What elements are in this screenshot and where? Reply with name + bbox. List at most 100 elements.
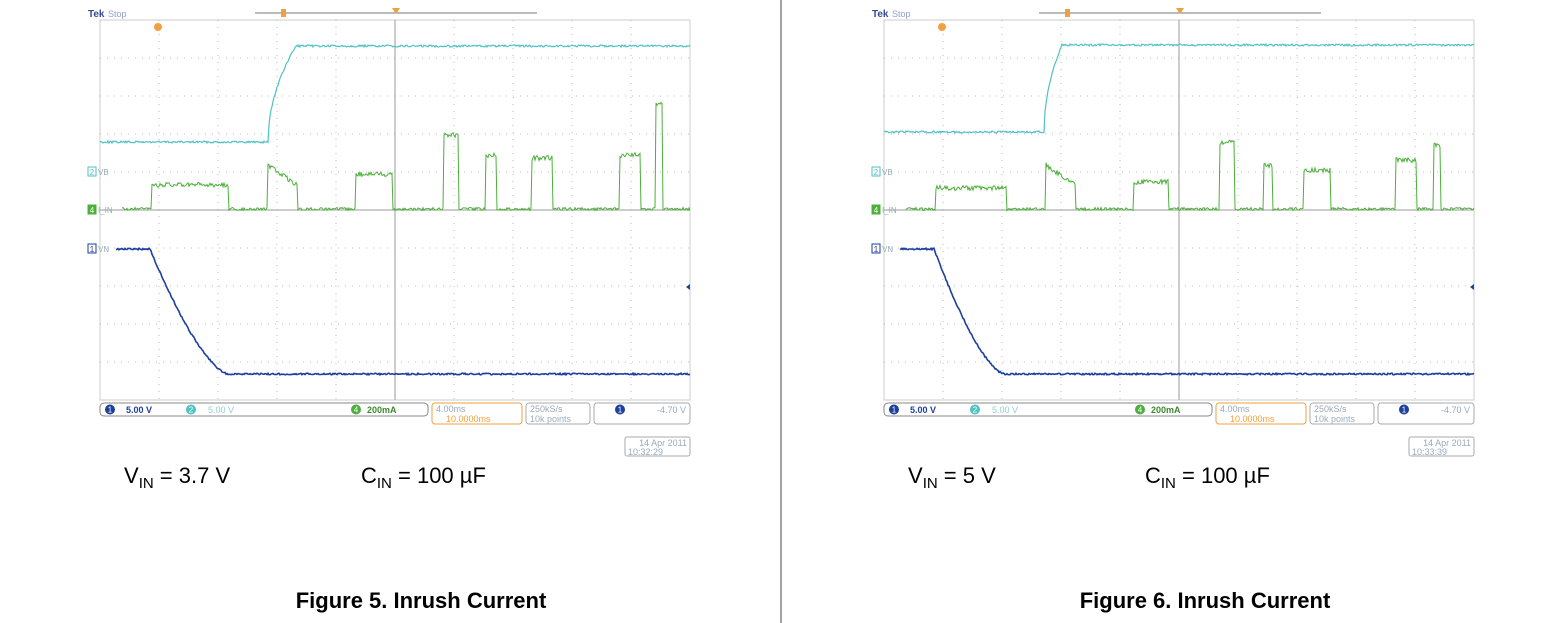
- symbol: V: [908, 463, 923, 488]
- trigger-icon: [938, 23, 946, 31]
- figure-title: Figure 5. Inrush Current: [296, 588, 547, 613]
- acq-box: [525, 402, 591, 425]
- channel-number: 4: [90, 206, 95, 215]
- rest: = 100 µF: [1176, 463, 1270, 488]
- time: 10:32:29: [628, 447, 663, 457]
- date-box: [624, 436, 691, 457]
- ch4-scale: 200mA: [367, 405, 397, 415]
- ref-marker: [686, 284, 690, 290]
- figure-title: Figure 6. Inrush Current: [1080, 588, 1331, 613]
- rest: = 3.7 V: [154, 463, 231, 488]
- ch-num: 4: [1138, 406, 1143, 415]
- trace-vb: [99, 43, 691, 145]
- ch4-dot: [351, 404, 361, 415]
- date-box: [1408, 436, 1475, 457]
- trace-vb: [883, 42, 1475, 134]
- ch4-dot: [1135, 404, 1145, 415]
- subscript: IN: [1161, 475, 1176, 492]
- ch2-scale: 5.00 V: [992, 405, 1018, 415]
- channel-number: 2: [874, 168, 879, 177]
- ch2-dot: [186, 404, 196, 415]
- channel-tag: [871, 243, 881, 254]
- rest: = 5 V: [938, 463, 996, 488]
- subscript: IN: [377, 475, 392, 492]
- ch-num: 1: [618, 406, 623, 415]
- ch2-scale: 5.00 V: [208, 405, 234, 415]
- trigger-pos: [281, 9, 286, 17]
- trigger-icon: [154, 23, 162, 31]
- channel-label: I_IN: [98, 206, 113, 215]
- timebase: 4.00ms: [1220, 404, 1250, 414]
- channel-label: VB: [98, 168, 109, 177]
- trace-vn: [899, 246, 1475, 377]
- symbol: C: [361, 463, 377, 488]
- trace-iin: [905, 139, 1475, 212]
- ch-num: 1: [108, 406, 113, 415]
- ref-marker: [1470, 284, 1474, 290]
- channel-number: 4: [874, 206, 879, 215]
- subscript: IN: [923, 475, 938, 492]
- brand: Tek: [872, 9, 889, 20]
- trigger-level: -4.70 V: [657, 405, 686, 415]
- caption: CIN = 100 µF: [1145, 463, 1270, 492]
- status: Stop: [108, 9, 127, 19]
- ch-num: 1: [1402, 406, 1407, 415]
- rate: 250kS/s: [530, 404, 563, 414]
- trig-dot: [1399, 404, 1409, 415]
- trig-dot: [615, 404, 625, 415]
- date: 14 Apr 2011: [639, 438, 687, 448]
- channel-label: VB: [882, 168, 893, 177]
- time: 10:33:39: [1412, 447, 1447, 457]
- trace-iin: [121, 101, 691, 212]
- channel-number: 2: [90, 168, 95, 177]
- ch2-dot: [970, 404, 980, 415]
- readout-box: [99, 402, 429, 417]
- ch1-scale: 5.00 V: [910, 405, 936, 415]
- ch-num: 2: [973, 406, 978, 415]
- subscript: IN: [139, 475, 154, 492]
- trigger-level: -4.70 V: [1441, 405, 1470, 415]
- channel-number: 1: [90, 245, 95, 254]
- channel-label: VN: [882, 245, 893, 254]
- rest: = 100 µF: [392, 463, 486, 488]
- symbol: C: [1145, 463, 1161, 488]
- time-box: [1215, 402, 1307, 425]
- channel-tag: [87, 204, 97, 215]
- channel-number: 1: [874, 245, 879, 254]
- ch4-scale: 200mA: [1151, 405, 1181, 415]
- rate: 250kS/s: [1314, 404, 1347, 414]
- channel-tag: [871, 204, 881, 215]
- brand: Tek: [88, 9, 105, 20]
- ch-num: 4: [354, 406, 359, 415]
- trigger-pos: [1065, 9, 1070, 17]
- trigger-marker: [1176, 8, 1184, 14]
- ch1-dot: [105, 404, 115, 415]
- status: Stop: [892, 9, 911, 19]
- points: 10k points: [530, 414, 572, 424]
- channel-label: VN: [98, 245, 109, 254]
- time-box: [431, 402, 523, 425]
- points: 10k points: [1314, 414, 1356, 424]
- channel-tag: [871, 166, 881, 177]
- channel-label: I_IN: [882, 206, 897, 215]
- readout-box: [883, 402, 1213, 417]
- channel-tag: [87, 166, 97, 177]
- delay: 10.0000ms: [1230, 414, 1275, 424]
- caption: CIN = 100 µF: [361, 463, 486, 492]
- ch-num: 2: [189, 406, 194, 415]
- delay: 10.0000ms: [446, 414, 491, 424]
- ch1-dot: [889, 404, 899, 415]
- trigger-marker: [392, 8, 400, 14]
- ch-num: 1: [892, 406, 897, 415]
- symbol: V: [124, 463, 139, 488]
- caption: VIN = 5 V: [908, 463, 996, 492]
- timebase: 4.00ms: [436, 404, 466, 414]
- channel-tag: [87, 243, 97, 254]
- acq-box: [1309, 402, 1375, 425]
- date: 14 Apr 2011: [1423, 438, 1471, 448]
- trace-vn: [116, 247, 691, 377]
- ch1-scale: 5.00 V: [126, 405, 152, 415]
